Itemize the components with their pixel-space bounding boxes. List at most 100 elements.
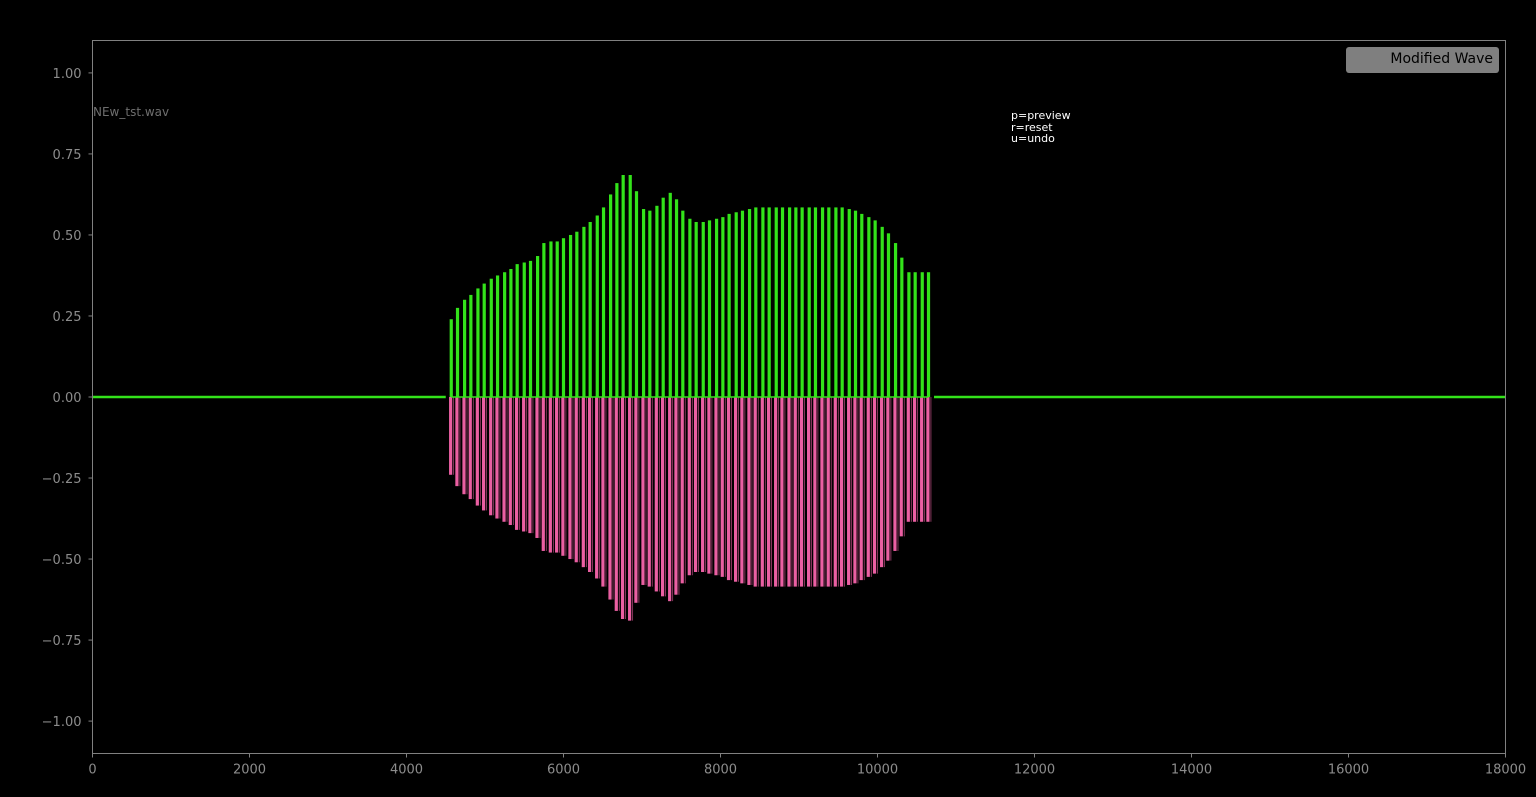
positive-pulse	[628, 174, 632, 397]
negative-pulse	[753, 397, 757, 587]
help-line-undo: u=undo	[1011, 132, 1055, 145]
negative-pulse	[893, 397, 897, 551]
positive-pulse	[535, 256, 540, 397]
positive-pulse	[595, 215, 599, 397]
negative-pulse	[687, 397, 691, 576]
negative-pulse	[872, 397, 877, 574]
negative-pulse	[714, 397, 718, 576]
x-tick-label: 6000	[547, 763, 580, 778]
positive-pulse	[734, 212, 738, 397]
negative-pulse	[866, 397, 870, 577]
positive-pulse	[880, 226, 884, 397]
negative-pulse	[774, 397, 778, 587]
negative-pulse	[628, 397, 632, 621]
positive-pulse	[926, 272, 931, 397]
negative-pulse	[787, 397, 791, 587]
positive-pulse	[893, 243, 898, 397]
negative-pulse	[853, 397, 857, 584]
positive-pulse	[601, 207, 606, 397]
positive-pulse	[634, 191, 639, 397]
positive-pulse	[886, 233, 891, 397]
negative-pulse	[574, 397, 578, 563]
positive-pulse	[787, 207, 792, 397]
positive-pulse	[827, 207, 831, 397]
negative-pulse	[720, 397, 724, 577]
positive-pulse	[661, 197, 665, 397]
positive-pulse	[648, 210, 652, 397]
positive-pulse	[462, 299, 467, 397]
negative-pulse	[608, 397, 612, 600]
positive-pulse	[813, 207, 818, 397]
positive-pulse	[834, 207, 838, 397]
y-tick-label: 0.75	[53, 148, 82, 163]
positive-pulse	[455, 307, 460, 397]
positive-pulse	[853, 210, 858, 397]
negative-pulse	[886, 397, 890, 561]
negative-pulse	[826, 397, 830, 587]
negative-pulse	[912, 397, 917, 522]
y-tick-label: −0.75	[42, 634, 82, 649]
x-tick-label: 2000	[233, 763, 266, 778]
positive-pulse	[754, 207, 758, 397]
negative-pulse	[920, 397, 924, 522]
negative-pulse	[847, 397, 851, 585]
positive-pulse	[867, 217, 871, 397]
positive-pulse	[707, 220, 712, 397]
positive-pulse	[668, 192, 672, 397]
negative-pulse	[449, 397, 453, 475]
positive-pulse	[561, 238, 566, 397]
x-tick-label: 10000	[857, 763, 898, 778]
positive-pulse	[794, 207, 798, 397]
negative-pulse	[581, 397, 585, 568]
negative-pulse	[541, 397, 545, 551]
positive-pulse	[555, 241, 559, 397]
negative-pulse	[906, 397, 910, 522]
positive-pulse	[655, 205, 659, 397]
y-tick-label: 0.50	[53, 229, 82, 244]
positive-pulse	[674, 199, 679, 397]
positive-pulse	[907, 272, 911, 397]
positive-pulse	[681, 210, 685, 397]
y-tick-label: 0.25	[53, 310, 82, 325]
positive-pulse	[860, 213, 864, 397]
positive-pulse	[503, 272, 507, 397]
keyboard-help: p=preview r=reset u=undo	[1011, 109, 1071, 145]
negative-pulse	[747, 397, 751, 585]
negative-pulse	[561, 397, 565, 556]
positive-pulse	[721, 217, 725, 397]
positive-pulse	[621, 174, 625, 397]
positive-pulse	[807, 207, 811, 397]
negative-pulse	[462, 397, 466, 495]
positive-pulse	[609, 194, 613, 397]
positive-pulse	[740, 210, 745, 397]
x-tick-label: 0	[88, 763, 96, 778]
axis-ticks: 0 2000 4000 6000 8000 10000 12000 14000 16000 180…	[42, 67, 1527, 778]
positive-pulse	[542, 243, 546, 397]
negative-pulse	[839, 397, 844, 587]
negative-pulse	[660, 397, 665, 597]
negative-pulse	[641, 397, 645, 585]
x-tick-label: 12000	[1014, 763, 1055, 778]
negative-pulse	[502, 397, 506, 522]
x-tick-label: 16000	[1328, 763, 1369, 778]
positive-pulse	[767, 207, 771, 397]
legend[interactable]: Modified Wave	[1346, 47, 1499, 73]
negative-pulse	[740, 397, 744, 584]
negative-pulse	[793, 397, 797, 587]
y-tick-label: −0.25	[42, 472, 82, 487]
negative-pulse	[760, 397, 764, 587]
negative-pulse	[726, 397, 731, 581]
x-tick-label: 4000	[390, 763, 423, 778]
negative-pulse	[475, 397, 479, 506]
negative-pulse	[734, 397, 738, 582]
positive-pulse	[641, 209, 646, 397]
positive-pulse	[694, 221, 698, 397]
negative-pulse	[766, 397, 771, 587]
positive-pulse	[489, 278, 493, 397]
negative-pulse	[820, 397, 824, 587]
negative-pulse	[489, 397, 493, 516]
positive-pulse	[780, 207, 785, 397]
positive-pulse	[920, 272, 924, 397]
